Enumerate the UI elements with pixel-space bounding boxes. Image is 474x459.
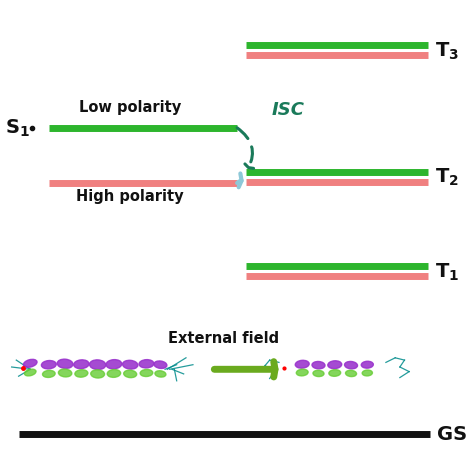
Ellipse shape	[107, 369, 120, 378]
Ellipse shape	[346, 370, 356, 377]
Ellipse shape	[154, 361, 167, 369]
Ellipse shape	[296, 369, 308, 376]
Ellipse shape	[362, 370, 373, 376]
Text: High polarity: High polarity	[76, 188, 184, 203]
Ellipse shape	[43, 370, 55, 378]
Ellipse shape	[74, 360, 89, 369]
Ellipse shape	[139, 360, 154, 368]
Text: $\mathbf{T_1}$: $\mathbf{T_1}$	[435, 261, 459, 282]
Ellipse shape	[312, 362, 325, 369]
Ellipse shape	[41, 361, 56, 369]
Ellipse shape	[91, 370, 105, 378]
Ellipse shape	[106, 360, 122, 369]
Ellipse shape	[295, 360, 309, 369]
Ellipse shape	[313, 370, 324, 377]
Ellipse shape	[140, 369, 153, 377]
Ellipse shape	[90, 360, 106, 370]
Ellipse shape	[57, 359, 73, 369]
Ellipse shape	[75, 370, 88, 377]
Ellipse shape	[328, 361, 342, 369]
Text: GS: GS	[437, 424, 467, 443]
Text: $\mathbf{S_1}$: $\mathbf{S_1}$	[5, 118, 30, 139]
Text: $\mathbf{T_3}$: $\mathbf{T_3}$	[435, 40, 459, 62]
Ellipse shape	[361, 361, 374, 369]
Text: $\mathbf{T_2}$: $\mathbf{T_2}$	[435, 167, 458, 188]
Ellipse shape	[23, 359, 37, 368]
Text: External field: External field	[168, 330, 279, 345]
Text: ISC: ISC	[272, 101, 305, 119]
Ellipse shape	[345, 362, 357, 369]
Ellipse shape	[124, 370, 137, 378]
Ellipse shape	[155, 371, 166, 377]
Ellipse shape	[123, 360, 138, 369]
Text: Low polarity: Low polarity	[79, 100, 182, 115]
Ellipse shape	[25, 369, 36, 376]
Ellipse shape	[58, 369, 72, 377]
Ellipse shape	[329, 370, 341, 376]
